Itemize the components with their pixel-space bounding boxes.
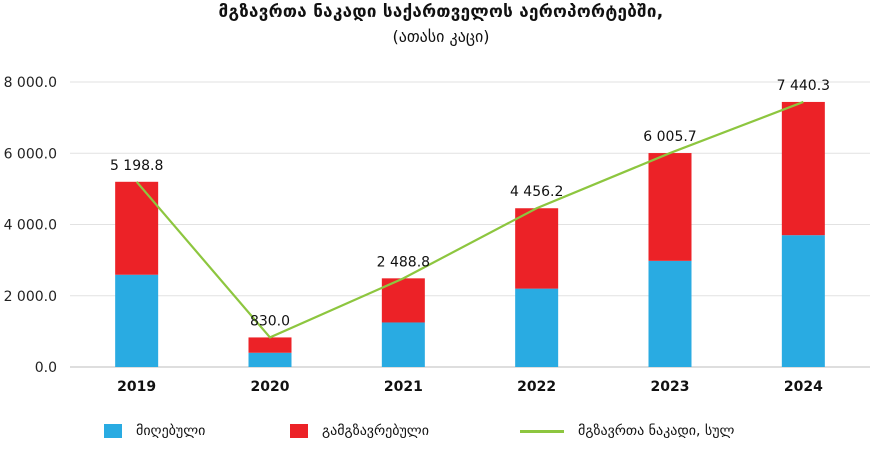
bar-received: [115, 274, 159, 367]
bar-received: [515, 288, 559, 367]
y-tick-label: 0.0: [35, 360, 57, 376]
x-tick-label: 2024: [784, 379, 823, 395]
chart-subtitle: (ათასი კაცი): [392, 27, 490, 46]
y-tick-label: 2 000.0: [4, 289, 57, 305]
data-label: 5 198.8: [110, 158, 163, 174]
legend-label-total: მგზავრთა ნაკადი, სულ: [578, 423, 735, 439]
total-line: [135, 100, 804, 339]
bar-received: [381, 322, 425, 367]
chart-plot: 0.0 2 000.0 4 000.0 6 000.0 8 000.0 2019 2020…: [4, 75, 870, 395]
bar-received: [248, 352, 292, 367]
chart-title: მგზავრთა ნაკადი საქართველოს აეროპორტებში…: [218, 2, 664, 22]
bar-received: [781, 235, 825, 367]
bar-departed: [515, 208, 559, 289]
bar-departed: [115, 181, 159, 275]
y-tick-label: 4 000.0: [4, 218, 57, 234]
x-tick-label: 2023: [651, 379, 690, 395]
legend-swatch-received: [104, 424, 122, 438]
bar-departed: [248, 337, 292, 353]
data-label: 2 488.8: [377, 254, 430, 270]
data-label: 6 005.7: [643, 129, 696, 145]
legend: მიღებული გამგზავრებული მგზავრთა ნაკადი, …: [0, 423, 882, 447]
bar-departed: [781, 101, 825, 236]
legend-swatch-total: [520, 429, 564, 433]
data-label: 4 456.2: [510, 184, 563, 200]
bar-departed: [648, 153, 692, 261]
legend-item-total: მგზავრთა ნაკადი, სულ: [520, 423, 734, 439]
legend-item-departed: გამგზავრებული: [290, 423, 429, 439]
x-tick-label: 2020: [251, 379, 290, 395]
legend-label-received: მიღებული: [136, 423, 206, 439]
x-tick-label: 2021: [384, 379, 423, 395]
legend-label-departed: გამგზავრებული: [322, 423, 429, 439]
legend-swatch-departed: [290, 424, 308, 438]
data-label: 830.0: [250, 313, 290, 329]
y-tick-label: 6 000.0: [4, 146, 57, 162]
legend-item-received: მიღებული: [104, 423, 205, 439]
bar-received: [648, 260, 692, 367]
data-label: 7 440.3: [777, 78, 830, 94]
x-tick-label: 2019: [117, 379, 156, 395]
y-tick-label: 8 000.0: [4, 75, 57, 91]
x-tick-label: 2022: [517, 379, 556, 395]
